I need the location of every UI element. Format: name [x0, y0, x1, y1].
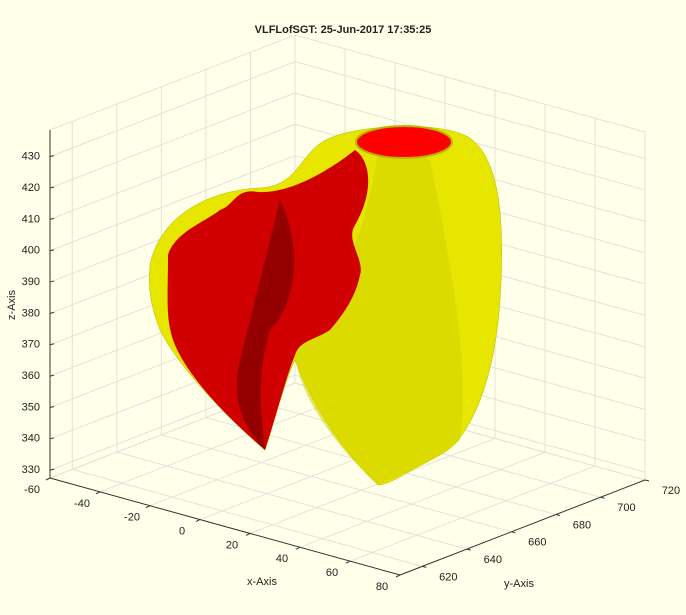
- x-tick: [395, 574, 401, 578]
- z-tick: [49, 405, 55, 408]
- y-axis-line: [399, 479, 646, 576]
- surface-inner-shade: [236, 200, 294, 450]
- chart-title: VLFLofSGT: 25-Jun-2017 17:35:25: [255, 24, 432, 36]
- z-tick-label: 390: [22, 276, 40, 288]
- y-grid-line: [161, 434, 512, 533]
- z-tick-label: 330: [22, 464, 40, 476]
- box-edge: [49, 34, 296, 131]
- z-tick-label: 370: [22, 339, 40, 351]
- y-tick-label: 720: [662, 485, 680, 497]
- z-grid-line: [49, 123, 296, 220]
- x-tick-label: -60: [24, 484, 40, 496]
- z-tick-label: 380: [22, 307, 40, 319]
- x-tick: [345, 560, 351, 564]
- x-tick-label: -20: [124, 512, 140, 524]
- y-grid-line: [72, 468, 423, 567]
- z-tick: [49, 437, 55, 440]
- x-tick: [195, 519, 201, 523]
- z-tick: [49, 186, 55, 189]
- y-tick: [511, 531, 516, 534]
- y-tick-label: 700: [617, 502, 635, 514]
- z-tick: [49, 249, 55, 252]
- x-tick-label: 0: [179, 525, 185, 537]
- y-tick: [466, 548, 471, 551]
- z-grid-line: [49, 155, 296, 252]
- x-tick-label: 40: [276, 553, 288, 565]
- z-tick-label: 410: [22, 213, 40, 225]
- y-tick: [600, 496, 605, 499]
- box-edge: [294, 34, 646, 133]
- z-axis-label: z-Axis: [6, 290, 18, 320]
- x-tick: [95, 491, 101, 495]
- y-tick: [555, 514, 561, 517]
- y-tick: [422, 565, 427, 568]
- surface-opening: [355, 125, 453, 159]
- x-grid-line: [249, 437, 496, 534]
- y-tick-label: 660: [528, 537, 546, 549]
- z-tick: [49, 280, 55, 283]
- surface-shade: [295, 135, 463, 485]
- z-tick-label: 360: [22, 370, 40, 382]
- y-axis-label: y-Axis: [504, 578, 534, 590]
- x-tick: [45, 477, 51, 481]
- z-tick-label: 420: [22, 182, 40, 194]
- z-tick: [49, 155, 55, 158]
- x-grid-line: [349, 465, 596, 562]
- x-tick: [295, 546, 301, 550]
- surface: [149, 125, 502, 486]
- y-tick-label: 620: [439, 571, 457, 583]
- x-tick: [145, 505, 151, 509]
- z-tick: [49, 468, 55, 471]
- y-tick: [644, 479, 650, 482]
- x-tick: [245, 532, 251, 536]
- y-grid-line: [116, 451, 467, 550]
- x-axis-line: [49, 477, 401, 576]
- y-tick-label: 680: [573, 519, 591, 531]
- x-tick-label: -40: [74, 498, 90, 510]
- z-grid-line: [49, 92, 296, 189]
- z-tick-label: 430: [22, 151, 40, 163]
- z-tick-label: 400: [22, 245, 40, 257]
- x-tick-label: 20: [226, 539, 238, 551]
- z-tick: [49, 374, 55, 377]
- z-tick: [49, 217, 55, 220]
- x-axis-label: x-Axis: [247, 576, 277, 588]
- z-tick: [49, 311, 55, 314]
- x-tick-label: 60: [326, 567, 338, 579]
- x-grid-line: [299, 451, 546, 548]
- z-tick-label: 350: [22, 401, 40, 413]
- z-tick: [49, 343, 55, 346]
- x-grid-line: [99, 396, 346, 493]
- z-grid-line: [294, 61, 646, 160]
- z-tick-label: 340: [22, 433, 40, 445]
- y-tick-label: 640: [484, 554, 502, 566]
- x-tick-label: 80: [376, 581, 388, 593]
- z-grid-line: [49, 61, 296, 158]
